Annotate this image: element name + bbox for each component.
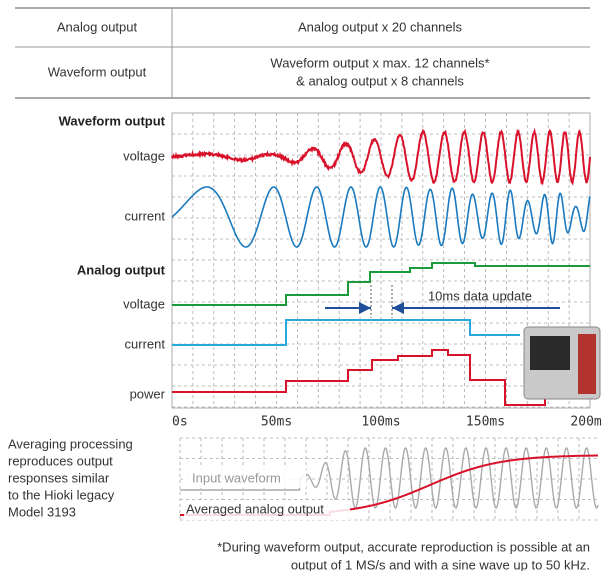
device-side [578, 334, 596, 394]
trace-label: current [125, 336, 166, 351]
figure-page: Analog output Analog output x 20 channel… [0, 0, 603, 571]
trace-label: voltage [123, 148, 165, 163]
output-label: Averaged analog output [186, 501, 324, 516]
footnote: output of 1 MS/s and with a sine wave up… [291, 557, 590, 571]
description-line: to the Hioki legacy [8, 487, 115, 502]
table-cell: Analog output [57, 19, 138, 34]
description-line: responses similar [8, 470, 110, 485]
section-heading: Waveform output [59, 113, 166, 128]
time-label: 150ms [466, 415, 505, 430]
time-axis: 0s 50ms 100ms 150ms 200ms [172, 415, 603, 430]
description-line: reproduces output [8, 453, 113, 468]
table-cell: Analog output x 20 channels [298, 19, 463, 34]
section-heading: Analog output [77, 262, 166, 277]
table-cell: Waveform output x max. 12 channels* [270, 55, 489, 70]
description-line: Model 3193 [8, 504, 76, 519]
arrowhead [392, 302, 404, 314]
arrowhead [359, 302, 371, 314]
annotation: 10ms data update [428, 288, 532, 303]
trace-label: power [130, 386, 166, 401]
trace-label: current [125, 208, 166, 223]
description-line: Averaging processing [8, 436, 133, 451]
trace-label: voltage [123, 296, 165, 311]
analog-current [172, 320, 520, 345]
device-image [524, 327, 600, 399]
table-cell: Waveform output [48, 64, 147, 79]
input-label: Input waveform [192, 470, 281, 485]
time-label: 0s [172, 415, 188, 430]
time-label: 100ms [361, 415, 400, 430]
table-cell: & analog output x 8 channels [296, 73, 464, 88]
footnote: *During waveform output, accurate reprod… [217, 539, 590, 554]
time-label: 50ms [261, 415, 292, 430]
time-label: 200ms [570, 415, 603, 430]
device-screen [530, 336, 570, 370]
